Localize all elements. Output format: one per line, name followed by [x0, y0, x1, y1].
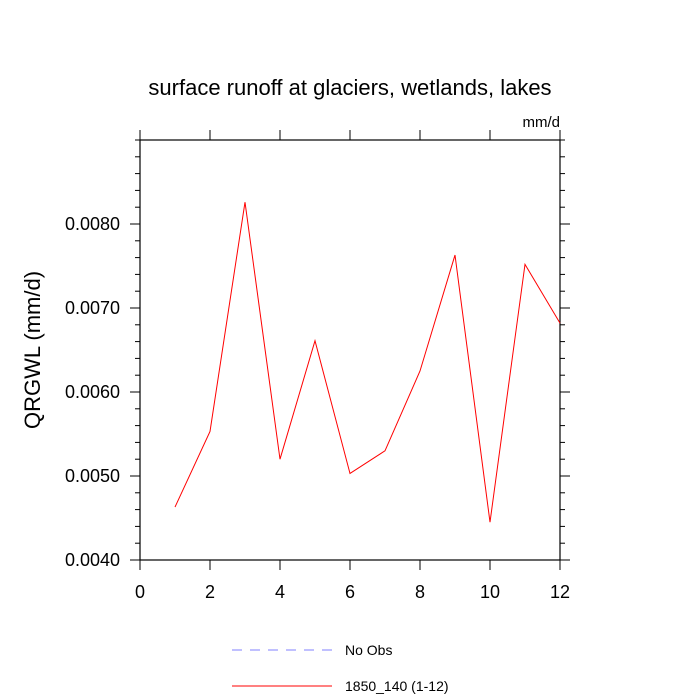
x-tick-label: 10	[480, 582, 500, 602]
x-tick-label: 4	[275, 582, 285, 602]
series-layer	[174, 202, 561, 523]
y-axis-label: QRGWL (mm/d)	[20, 271, 45, 429]
y-tick-label: 0.0040	[65, 550, 120, 570]
units-label: mm/d	[523, 114, 561, 131]
x-tick-label: 12	[550, 582, 570, 602]
x-tick-label: 6	[345, 582, 355, 602]
x-tick-label: 0	[135, 582, 145, 602]
y-tick-label: 0.0060	[65, 382, 120, 402]
legend-label: No Obs	[345, 642, 392, 658]
series-line	[174, 202, 561, 523]
x-tick-label: 2	[205, 582, 215, 602]
tick-labels: 0 2 4 6 8 10 12 0.0040 0.0050 0.0060 0.0070 0.0080	[65, 214, 570, 602]
chart-title: surface runoff at glaciers, wetlands, la…	[148, 75, 551, 100]
y-tick-label: 0.0050	[65, 466, 120, 486]
y-tick-label: 0.0070	[65, 298, 120, 318]
y-tick-label: 0.0080	[65, 214, 120, 234]
plot-frame	[139, 139, 561, 561]
legend: No Obs 1850_140 (1-12)	[232, 642, 449, 694]
x-tick-label: 8	[415, 582, 425, 602]
legend-label: 1850_140 (1-12)	[345, 678, 449, 694]
axis-ticks	[130, 130, 570, 570]
